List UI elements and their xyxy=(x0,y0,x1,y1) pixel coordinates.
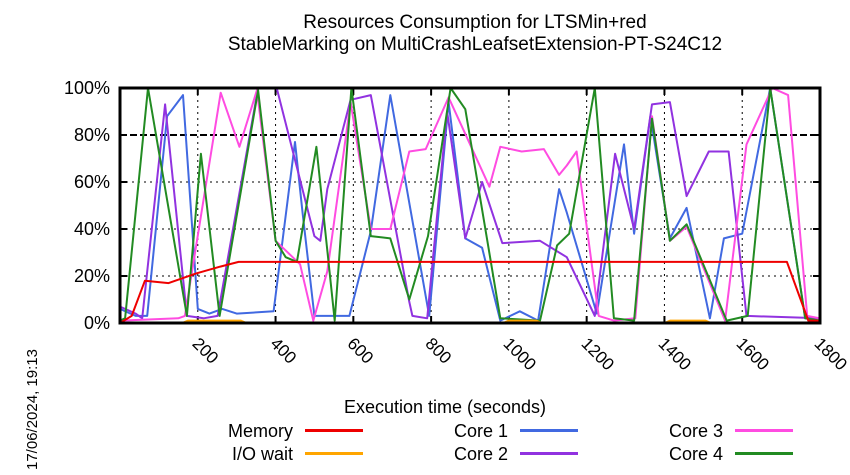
chart-title-line2: StableMarking on MultiCrashLeafsetExtens… xyxy=(227,34,723,55)
y-tick-label: 0% xyxy=(83,313,110,333)
y-tick-label: 80% xyxy=(73,125,110,145)
legend: Memory I/O wait Core 1 Core 2 Core 3 Core 4 xyxy=(148,419,793,465)
legend-item-core-3: Core 3 xyxy=(578,419,793,442)
legend-label: Core 3 xyxy=(668,420,723,441)
x-axis-label: Execution time (seconds) xyxy=(343,397,547,417)
legend-line-swatch xyxy=(520,429,578,432)
y-tick-label: 100% xyxy=(63,78,110,98)
legend-item-core-2: Core 2 xyxy=(363,442,578,465)
legend-item-core-1: Core 1 xyxy=(363,419,578,442)
legend-label: Core 1 xyxy=(453,420,508,441)
legend-label: I/O wait xyxy=(231,443,293,464)
plot-border xyxy=(118,86,822,325)
series-i-o-wait xyxy=(119,319,821,324)
legend-line-swatch xyxy=(735,452,793,455)
y-tick-label: 40% xyxy=(73,219,110,239)
legend-line-swatch xyxy=(305,452,363,455)
y-tick-label: 60% xyxy=(73,172,110,192)
y-tick-label: 20% xyxy=(73,266,110,286)
series-core-2 xyxy=(119,87,821,320)
legend-item-memory: Memory xyxy=(148,419,363,442)
date-label: 17/06/2024, 19:13 xyxy=(24,349,41,470)
series-core-4 xyxy=(119,87,821,322)
legend-item-i-o-wait: I/O wait xyxy=(148,442,363,465)
legend-line-swatch xyxy=(305,429,363,432)
legend-label: Core 2 xyxy=(453,443,508,464)
legend-line-swatch xyxy=(735,429,793,432)
legend-item-core-4: Core 4 xyxy=(578,442,793,465)
legend-line-swatch xyxy=(520,452,578,455)
legend-label: Memory xyxy=(227,420,293,441)
series-memory xyxy=(119,260,821,324)
chart-title-line1: Resources Consumption for LTSMin+red xyxy=(303,12,647,33)
legend-label: Core 4 xyxy=(668,443,723,464)
